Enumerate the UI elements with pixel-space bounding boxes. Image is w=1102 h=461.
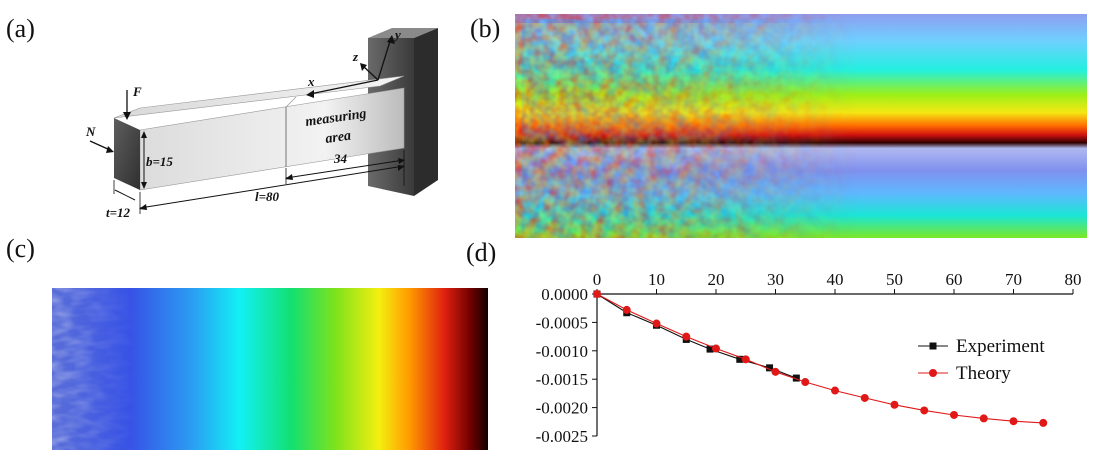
- theory-point: [831, 386, 839, 395]
- y-tick-label: -0.0025: [536, 427, 588, 446]
- x-tick-label: 30: [767, 270, 784, 289]
- theory-point: [712, 344, 720, 353]
- theory-point: [622, 305, 631, 314]
- theory-point: [950, 410, 958, 419]
- y-tick-label: -0.0020: [536, 399, 588, 418]
- panel-label-d: (d): [466, 238, 497, 267]
- t-dimension-line: [114, 189, 136, 201]
- beam-diagram: F N b=15 t=12 l=80 34 measuring area x y…: [85, 27, 438, 220]
- x-tick-label: 0: [593, 270, 602, 289]
- beam-end-face: [114, 118, 140, 190]
- strain-field-image: [510, 14, 1094, 247]
- series-line-experiment: [596, 293, 797, 379]
- normal-arrow: [89, 140, 111, 151]
- l-label: l=80: [255, 189, 280, 204]
- y-tick-label: 0.0000: [541, 285, 588, 304]
- x-tick-label: 20: [708, 270, 725, 289]
- legend-marker-experiment: [929, 342, 937, 350]
- chart-axes: 0 10 20 30 40 50 60 70 80 0.0000 -0.0005 -0.0010 -0.…: [536, 270, 1082, 446]
- force-label: F: [132, 84, 142, 99]
- support-side: [368, 28, 438, 38]
- legend-marker-theory: [929, 369, 937, 377]
- z-axis-arrow: [362, 65, 379, 81]
- y-axis-label: y: [393, 27, 401, 42]
- theory-point: [652, 319, 661, 328]
- theory-point: [979, 414, 988, 423]
- b-label: b=15: [146, 154, 173, 169]
- y-tick-label: -0.0005: [536, 313, 588, 332]
- theory-point: [741, 355, 750, 364]
- measuring-label-line2: area: [324, 129, 352, 147]
- x-axis-label: x: [307, 74, 315, 89]
- x-tick-label: 60: [946, 270, 963, 289]
- x-tick-label: 70: [1005, 270, 1022, 289]
- theory-point: [920, 406, 929, 415]
- y-axis-arrow: [377, 37, 392, 81]
- len34-label: 34: [333, 151, 348, 166]
- theory-point: [1009, 417, 1018, 426]
- theory-point: [682, 332, 691, 341]
- experiment-point: [706, 345, 714, 353]
- t-label: t=12: [106, 205, 131, 220]
- chart-legend: Experiment Theory: [918, 336, 1045, 384]
- len34-dimension-line: [285, 159, 405, 179]
- panel-label-a: (a): [6, 14, 35, 43]
- x-axis-arrow: [309, 79, 379, 95]
- l-dimension-line: [139, 165, 405, 209]
- panel-label-b: (b): [470, 14, 501, 43]
- theory-point: [801, 378, 810, 387]
- panel-label-c: (c): [6, 234, 35, 263]
- color-scale-bar: [52, 288, 488, 450]
- series-line-theory: [596, 293, 1044, 424]
- legend-label-theory: Theory: [956, 363, 1011, 384]
- x-tick-label: 80: [1065, 270, 1082, 289]
- chart-series-group: [593, 290, 1048, 427]
- experiment-point: [736, 355, 744, 363]
- legend-label-experiment: Experiment: [956, 336, 1045, 357]
- normal-label: N: [85, 124, 96, 139]
- support-right: [414, 28, 438, 196]
- x-tick-label: 40: [827, 270, 844, 289]
- theory-point: [593, 290, 601, 298]
- experiment-point: [792, 374, 800, 382]
- theory-point: [771, 367, 780, 376]
- experiment-point: [766, 364, 774, 372]
- beam-top-face: [113, 75, 405, 119]
- theory-point: [1039, 418, 1048, 427]
- theory-point: [890, 400, 899, 409]
- y-tick-label: -0.0015: [536, 370, 588, 389]
- theory-point: [860, 393, 869, 402]
- y-tick-label: -0.0010: [536, 342, 588, 361]
- deflection-chart: 0 10 20 30 40 50 60 70 80 0.0000 -0.0005 -0.0010 -0.…: [536, 270, 1082, 446]
- z-axis-label: z: [352, 49, 359, 64]
- x-tick-label: 50: [886, 270, 903, 289]
- x-tick-label: 10: [648, 270, 665, 289]
